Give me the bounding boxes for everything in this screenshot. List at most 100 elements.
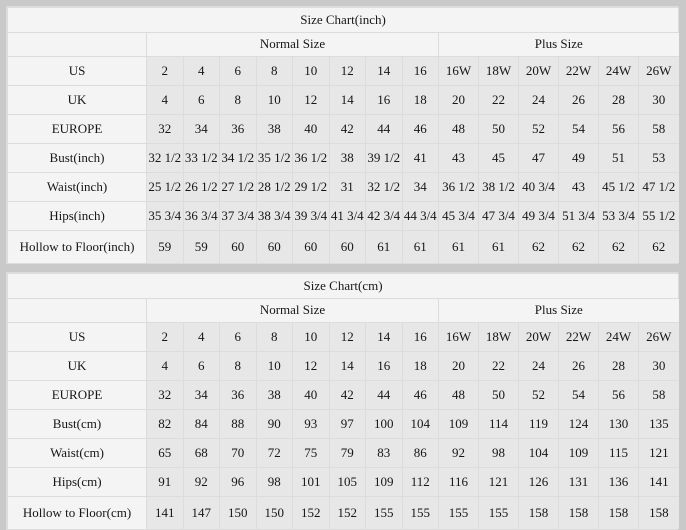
table-cell: 116: [438, 467, 479, 497]
group-header-row: Normal Size Plus Size: [7, 32, 679, 57]
table-cell: 135: [637, 409, 679, 439]
table-cell: 24: [518, 85, 559, 115]
table-cell: 155: [401, 496, 439, 529]
table-cell: 47 1/2: [637, 172, 679, 202]
table-cell: 45: [478, 143, 519, 173]
row-label: UK: [7, 351, 147, 381]
table-cell: 101: [292, 467, 330, 497]
table-cell: 6: [219, 56, 257, 86]
table-cell: 52: [518, 114, 559, 144]
table-cell: 14: [328, 85, 366, 115]
group-header-row: Normal Size Plus Size: [7, 298, 679, 323]
table-cell: 38 1/2: [478, 172, 519, 202]
table-cell: 60: [219, 230, 257, 263]
table-cell: 152: [328, 496, 366, 529]
table-cell: 83: [365, 438, 403, 468]
table-cell: 10: [255, 85, 293, 115]
table-cell: 61: [365, 230, 403, 263]
table-cell: 155: [365, 496, 403, 529]
size-chart-cm-table: Size Chart(cm) Normal Size Plus Size US 2 4 6 8…: [6, 273, 680, 529]
table-cell: 60: [328, 230, 366, 263]
table-cell: 35 1/2: [255, 143, 293, 173]
table-cell: 26W: [637, 322, 679, 352]
table-cell: 114: [478, 409, 519, 439]
table-cell: 8: [255, 322, 293, 352]
row-label: Waist(cm): [7, 438, 147, 468]
table-cell: 36: [219, 380, 257, 410]
table-cell: 56: [598, 114, 639, 144]
table-cell: 24W: [598, 56, 639, 86]
row-label: Hollow to Floor(inch): [7, 230, 147, 263]
table-cell: 37 3/4: [219, 201, 257, 231]
table-cell: 4: [146, 351, 184, 381]
table-cell: 20W: [518, 56, 559, 86]
table-cell: 8: [219, 351, 257, 381]
table-cell: 26: [558, 85, 599, 115]
row-label: EUROPE: [7, 114, 147, 144]
table-cell: 20W: [518, 322, 559, 352]
table-cell: 58: [637, 380, 679, 410]
table-cell: 20: [438, 351, 479, 381]
table-cell: 25 1/2: [146, 172, 184, 202]
table-cell: 44 3/4: [401, 201, 439, 231]
table-cell: 62: [518, 230, 559, 263]
table-cell: 35 3/4: [146, 201, 184, 231]
size-chart-inch-block: Size Chart(inch) Normal Size Plus Size US 2 4…: [6, 6, 680, 264]
table-row: Bust(inch) 32 1/2 33 1/2 34 1/2 35 1/2 36 1/2…: [7, 143, 679, 173]
table-cell: 16: [401, 322, 439, 352]
table-cell: 62: [558, 230, 599, 263]
table-cell: 18: [401, 85, 439, 115]
table-cell: 44: [365, 380, 403, 410]
table-cell: 150: [255, 496, 293, 529]
table-cell: 27 1/2: [219, 172, 257, 202]
row-label: US: [7, 322, 147, 352]
table-cell: 51: [598, 143, 639, 173]
table-cell: 51 3/4: [558, 201, 599, 231]
table-cell: 104: [518, 438, 559, 468]
table-cell: 18: [401, 351, 439, 381]
table-row: Hips(inch) 35 3/4 36 3/4 37 3/4 38 3/4 39 3/4…: [7, 201, 679, 231]
table-cell: 38: [255, 380, 293, 410]
table-cell: 47: [518, 143, 559, 173]
table-cell: 4: [182, 322, 220, 352]
table-cell: 26 1/2: [182, 172, 220, 202]
table-cell: 36 1/2: [438, 172, 479, 202]
table-cell: 141: [637, 467, 679, 497]
table-cell: 30: [637, 85, 679, 115]
table-cell: 90: [255, 409, 293, 439]
table-cell: 43: [438, 143, 479, 173]
table-cell: 109: [365, 467, 403, 497]
table-cell: 14: [365, 322, 403, 352]
table-cell: 34: [182, 114, 220, 144]
table-cell: 45 3/4: [438, 201, 479, 231]
table-cell: 119: [518, 409, 559, 439]
table-cell: 20: [438, 85, 479, 115]
table-cell: 121: [637, 438, 679, 468]
table-cell: 36: [219, 114, 257, 144]
table-cell: 55 1/2: [637, 201, 679, 231]
table-cell: 96: [219, 467, 257, 497]
table-cell: 60: [292, 230, 330, 263]
table-cell: 158: [558, 496, 599, 529]
table-cell: 16: [401, 56, 439, 86]
size-chart-inch-body: Size Chart(inch) Normal Size Plus Size US 2 4…: [6, 7, 680, 263]
table-cell: 14: [365, 56, 403, 86]
table-cell: 59: [182, 230, 220, 263]
table-row: Hollow to Floor(inch) 59 59 60 60 60 60 61 61 61 6…: [7, 230, 679, 263]
table-cell: 41: [401, 143, 439, 173]
table-cell: 150: [219, 496, 257, 529]
chart-title: Size Chart(inch): [6, 7, 680, 33]
chart-title-row: Size Chart(cm): [6, 273, 680, 299]
table-cell: 98: [478, 438, 519, 468]
group-header-normal-size: Normal Size: [146, 32, 439, 57]
table-cell: 115: [598, 438, 639, 468]
table-cell: 50: [478, 380, 519, 410]
table-cell: 40 3/4: [518, 172, 559, 202]
row-label: Waist(inch): [7, 172, 147, 202]
table-cell: 48: [438, 114, 479, 144]
group-header-spacer: [7, 32, 147, 57]
table-row: Waist(inch) 25 1/2 26 1/2 27 1/2 28 1/2 29 1/…: [7, 172, 679, 202]
table-cell: 10: [292, 56, 330, 86]
table-row: UK 4 6 8 10 12 14 16 18 20 22 24 26 28 30: [7, 85, 679, 115]
